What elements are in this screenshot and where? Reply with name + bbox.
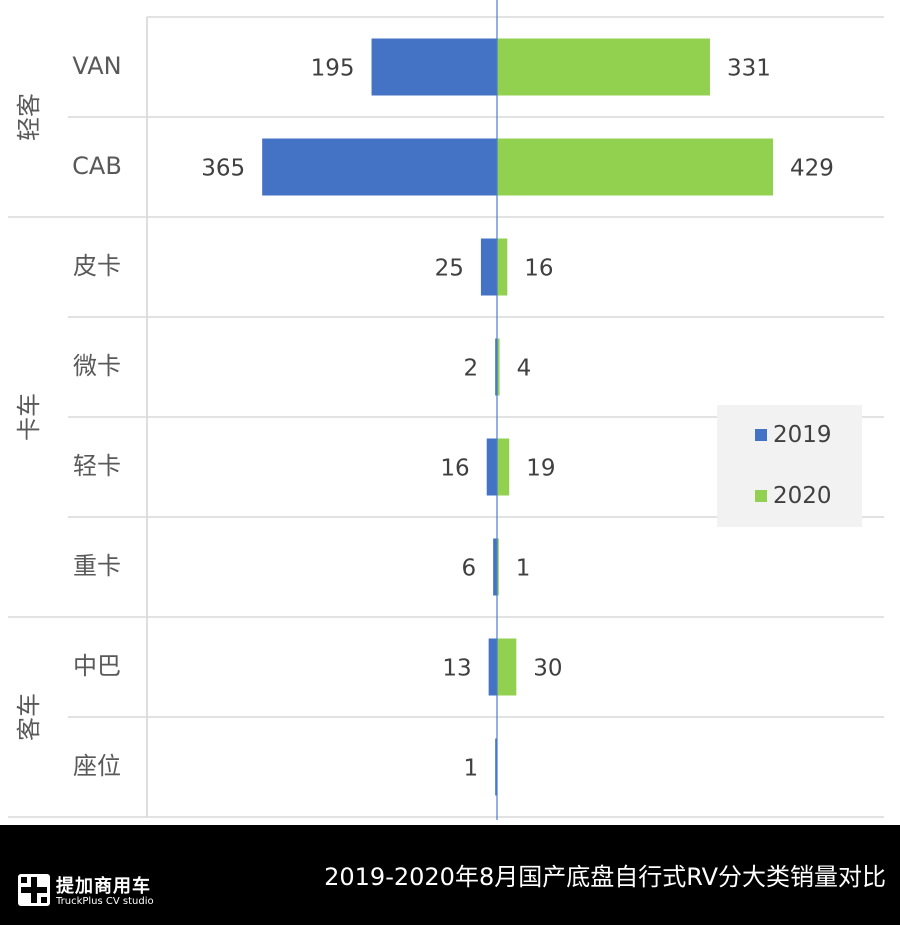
footer-bar: 提加商用车 TruckPlus CV studio 2019-2020年8月国产… [0,825,900,925]
bar-2020 [497,438,510,496]
category-label: 重卡 [73,552,121,580]
bar-2020 [497,338,500,396]
category-label: 中巴 [73,652,121,680]
category-label: CAB [72,152,122,180]
data-label-2019: 13 [442,656,471,682]
chart-title: 2019-2020年8月国产底盘自行式RV分大类销量对比 [324,863,886,891]
legend-item-2019: 2019 [755,422,832,448]
bar-2019 [488,638,497,696]
legend-swatch-2020 [755,490,767,502]
category-label: 微卡 [73,352,121,380]
brand-name-en: TruckPlus CV studio [56,896,154,907]
data-label-2020: 1 [516,556,531,582]
legend: 2019 2020 [717,405,862,527]
category-label: 轻卡 [73,452,121,480]
bar-2019 [495,338,497,396]
data-labels: 195 365 25 2 16 6 13 1 331 429 16 4 19 1 30 [201,56,834,782]
data-label-2020: 4 [517,356,532,382]
legend-label-2020: 2020 [773,483,832,509]
category-label: 皮卡 [73,252,121,280]
bar-2019 [371,38,497,96]
grid-lines [8,16,884,818]
data-label-2019: 195 [311,56,355,82]
legend-swatch-2019 [755,429,767,441]
data-label-2020: 331 [727,56,771,82]
brand-name-cn: 提加商用车 [56,876,151,897]
data-label-2020: 16 [524,256,553,282]
group-label: 卡车 [15,393,43,441]
legend-label-2019: 2019 [773,422,832,448]
bar-2020 [497,138,773,196]
brand-mark-icon [18,874,50,906]
data-label-2019: 1 [464,756,479,782]
data-label-2020: 19 [526,456,555,482]
bar-2020 [497,38,710,96]
bar-2020 [497,238,508,296]
bars [262,38,773,796]
bar-2019 [486,438,497,496]
bar-2019 [480,238,497,296]
data-label-2019: 2 [464,356,479,382]
data-label-2020: 30 [533,656,562,682]
data-label-2019: 16 [440,456,469,482]
bar-2019 [493,538,497,596]
bar-2019 [262,138,497,196]
legend-item-2020: 2020 [755,483,832,509]
data-label-2020: 429 [790,156,834,182]
data-label-2019: 6 [461,556,476,582]
data-label-2019: 365 [201,156,245,182]
data-label-2019: 25 [435,256,464,282]
brand-logo: 提加商用车 TruckPlus CV studio [18,870,178,920]
bar-2020 [497,638,517,696]
group-label: 轻客 [15,93,43,141]
group-label: 客车 [15,693,43,741]
category-label: 座位 [73,752,121,780]
category-label: VAN [72,52,121,80]
bar-2020 [497,538,499,596]
bar-2019 [495,738,497,796]
